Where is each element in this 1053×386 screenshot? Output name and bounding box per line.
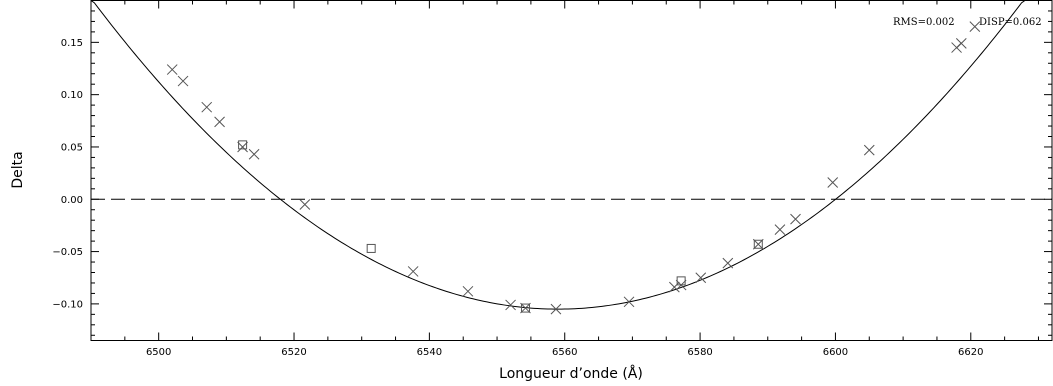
- x-marker-point: [790, 213, 801, 225]
- x-marker-point: [752, 238, 764, 250]
- stat-disp: DISP=0.062: [979, 17, 1042, 28]
- x-marker-point: [774, 224, 786, 235]
- x-marker-point: [863, 144, 875, 156]
- x-marker-point: [669, 281, 680, 293]
- y-axis-title: Delta: [10, 151, 26, 188]
- x-tick-label: 6620: [958, 347, 983, 358]
- square-marker-point: [676, 276, 686, 286]
- tick-marks: [90, 0, 1052, 341]
- square-marker-point: [238, 140, 248, 150]
- square-marker-point: [753, 239, 763, 249]
- x-tick-label: 6520: [281, 347, 306, 358]
- y-tick-label: 0.00: [61, 195, 83, 206]
- x-marker-point: [505, 299, 516, 311]
- x-marker-point: [237, 141, 248, 153]
- x-tick-label: 6540: [417, 347, 442, 358]
- x-tick-label: 6560: [552, 347, 577, 358]
- x-marker-point: [177, 75, 189, 87]
- x-marker-point: [462, 285, 474, 297]
- x-marker-point: [695, 272, 707, 284]
- x-tick-label: 6600: [823, 347, 848, 358]
- x-marker-point: [827, 177, 839, 188]
- plot-frame-group: [90, 0, 1053, 341]
- x-tick-label: 6580: [687, 347, 712, 358]
- square-marker-point: [366, 243, 376, 253]
- fit-curve-group: [90, 0, 1052, 310]
- x-marker-point: [955, 38, 967, 49]
- x-axis-title: Longueur d’onde (Å): [499, 365, 643, 382]
- y-tick-label: 0.05: [61, 142, 83, 153]
- stat-rms: RMS=0.002: [893, 17, 955, 28]
- x-marker-point: [407, 266, 419, 277]
- square-marker-point: [520, 303, 530, 313]
- x-marker-point: [248, 148, 260, 160]
- x-marker-point: [166, 64, 178, 75]
- data-points: [166, 21, 981, 315]
- x-marker-point: [299, 199, 311, 210]
- y-tick-label: −0.05: [52, 247, 83, 258]
- x-marker-point: [214, 116, 225, 128]
- plot-frame: [90, 0, 1053, 341]
- x-marker-point: [201, 101, 213, 113]
- x-marker-point: [520, 302, 531, 314]
- y-tick-label: 0.10: [61, 90, 83, 101]
- fit-curve: [90, 0, 1052, 310]
- tick-labels: 6500 6520 6540 6560 6580 6600 6620 −0.10 −0.05 0.…: [52, 38, 983, 358]
- y-tick-label: −0.10: [52, 299, 83, 310]
- x-tick-label: 6500: [146, 347, 171, 358]
- x-marker-point: [722, 257, 734, 269]
- x-marker-point: [623, 296, 635, 308]
- y-tick-label: 0.15: [61, 38, 83, 49]
- x-marker-point: [969, 21, 981, 33]
- x-marker-point: [550, 303, 562, 315]
